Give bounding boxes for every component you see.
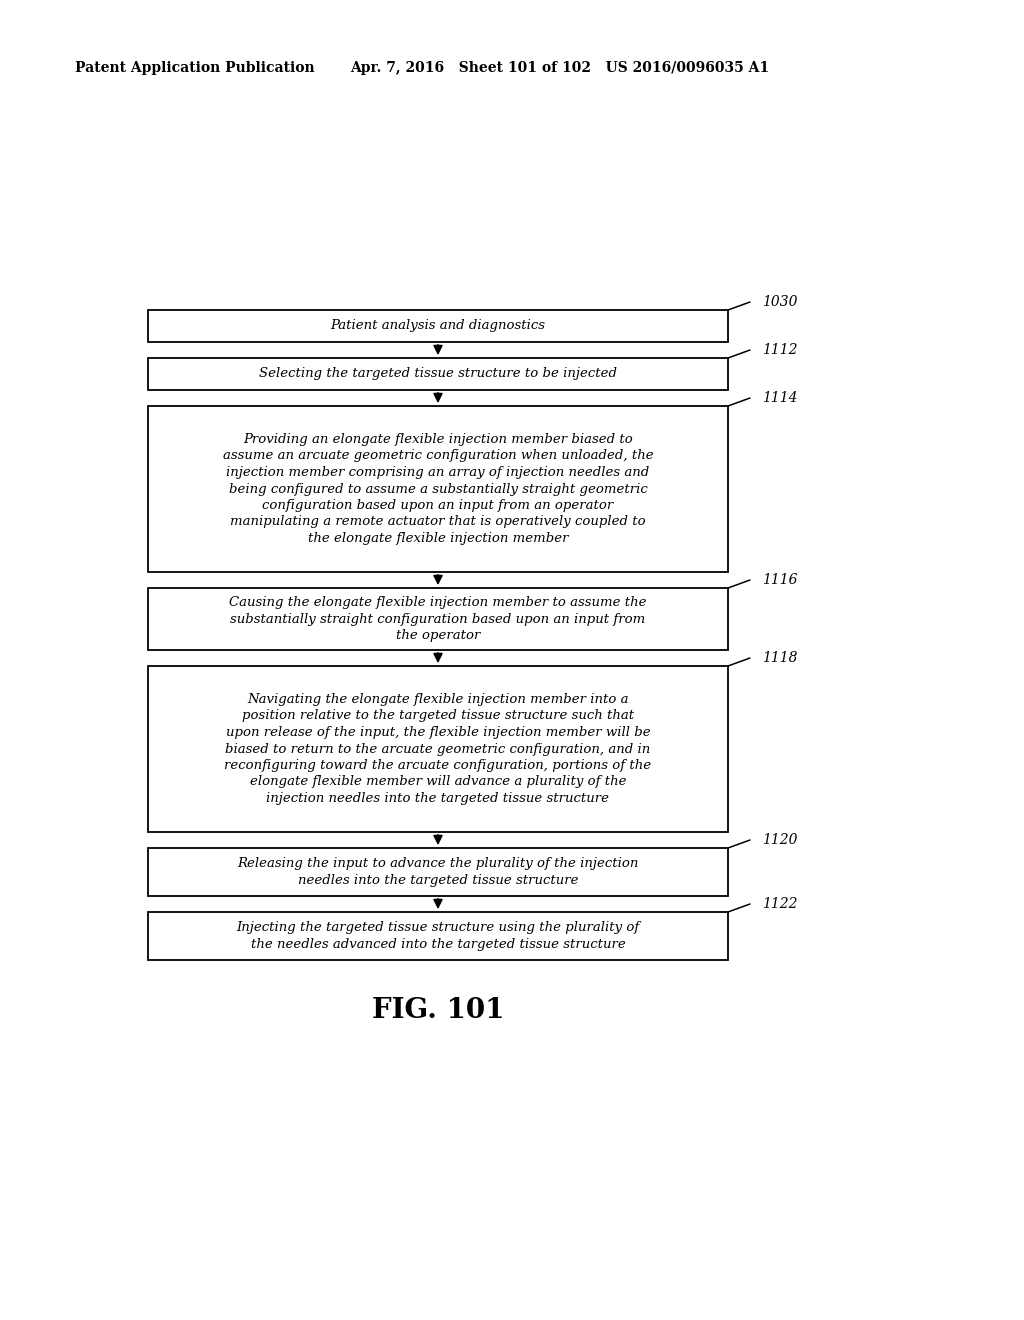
Text: Injecting the targeted tissue structure using the plurality of
the needles advan: Injecting the targeted tissue structure … xyxy=(237,921,640,950)
Text: Releasing the input to advance the plurality of the injection
needles into the t: Releasing the input to advance the plura… xyxy=(238,857,639,887)
Text: Navigating the elongate flexible injection member into a
position relative to th: Navigating the elongate flexible injecti… xyxy=(224,693,651,805)
Text: Patient analysis and diagnostics: Patient analysis and diagnostics xyxy=(331,319,546,333)
Bar xyxy=(148,310,728,342)
Bar xyxy=(148,912,728,960)
Text: Patent Application Publication: Patent Application Publication xyxy=(75,61,314,75)
Text: Apr. 7, 2016   Sheet 101 of 102   US 2016/0096035 A1: Apr. 7, 2016 Sheet 101 of 102 US 2016/00… xyxy=(350,61,769,75)
Text: Causing the elongate flexible injection member to assume the
substantially strai: Causing the elongate flexible injection … xyxy=(229,597,647,642)
Text: FIG. 101: FIG. 101 xyxy=(372,997,504,1023)
Bar xyxy=(148,587,728,649)
Text: Providing an elongate flexible injection member biased to
assume an arcuate geom: Providing an elongate flexible injection… xyxy=(222,433,653,545)
Bar xyxy=(148,667,728,832)
Text: 1120: 1120 xyxy=(762,833,798,847)
Text: Selecting the targeted tissue structure to be injected: Selecting the targeted tissue structure … xyxy=(259,367,617,380)
Text: 1112: 1112 xyxy=(762,343,798,356)
Text: 1122: 1122 xyxy=(762,898,798,911)
Text: 1030: 1030 xyxy=(762,294,798,309)
Bar xyxy=(148,407,728,572)
Text: 1116: 1116 xyxy=(762,573,798,587)
Text: 1114: 1114 xyxy=(762,391,798,405)
Bar xyxy=(148,358,728,389)
Text: 1118: 1118 xyxy=(762,651,798,665)
Bar xyxy=(148,847,728,896)
